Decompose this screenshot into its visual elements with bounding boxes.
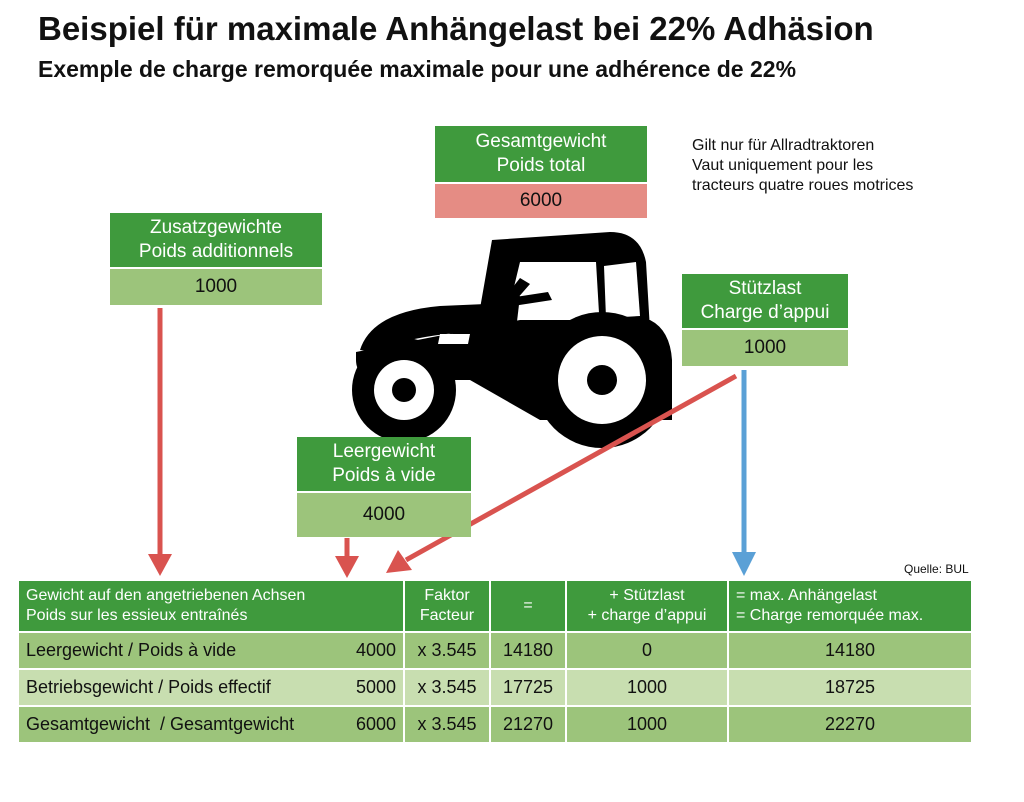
row-weight: 4000 (355, 640, 396, 660)
header-max-load-de: = max. Anhängelast (736, 587, 877, 604)
empty-weight-box: Leergewicht Poids à vide 4000 (297, 437, 471, 537)
results-table: Gewicht auf den angetriebenen Achsen Poi… (17, 579, 973, 744)
header-support-load-fr: + charge d’appui (587, 607, 707, 624)
support-load-label-fr: Charge d’appui (700, 302, 830, 323)
total-weight-label-de: Gesamtgewicht (475, 131, 607, 152)
empty-weight-label-fr: Poids à vide (332, 465, 436, 486)
empty-weight-value: 4000 (297, 491, 471, 537)
row-product: 14180 (489, 631, 567, 670)
page-subtitle: Exemple de charge remorquée maximale pou… (38, 56, 797, 82)
row-label: Gesamtgewicht / Gesamtgewicht (26, 714, 295, 734)
additional-weights-value: 1000 (110, 267, 322, 305)
row-factor: x 3.545 (403, 705, 491, 744)
note-line: tracteurs quatre roues motrices (692, 177, 914, 194)
arrow-support-to-result (732, 370, 756, 576)
row-support: 1000 (565, 705, 729, 744)
note: Gilt nur für Allradtraktoren Vaut unique… (692, 136, 913, 196)
empty-weight-header: Leergewicht Poids à vide (297, 437, 471, 491)
row-factor: x 3.545 (403, 668, 491, 707)
table-row: Betriebsgewicht / Poids effectif 5000 x … (17, 668, 973, 707)
row-factor: x 3.545 (403, 631, 491, 670)
header-axle-weight-de: Gewicht auf den angetriebenen Achsen (26, 587, 306, 604)
table-header-row: Gewicht auf den angetriebenen Achsen Poi… (17, 579, 973, 633)
row-support: 1000 (565, 668, 729, 707)
page-title: Beispiel für maximale Anhängelast bei 22… (38, 10, 874, 47)
header-factor-de: Faktor (424, 587, 470, 604)
header-axle-weight-fr: Poids sur les essieux entraînés (26, 607, 248, 624)
additional-weights-header: Zusatzgewichte Poids additionnels (110, 213, 322, 267)
total-weight-value: 6000 (435, 182, 647, 218)
support-load-label-de: Stützlast (728, 278, 802, 299)
row-label: Betriebsgewicht / Poids effectif (26, 677, 271, 697)
empty-weight-label-de: Leergewicht (332, 441, 436, 462)
additional-weights-label-fr: Poids additionnels (138, 241, 294, 262)
arrow-additional-to-table (148, 308, 172, 576)
row-support: 0 (565, 631, 729, 670)
support-load-box: Stützlast Charge d’appui 1000 (682, 274, 848, 366)
arrow-empty-to-table (335, 538, 359, 578)
table-row: Leergewicht / Poids à vide 4000 x 3.545 … (17, 631, 973, 670)
support-load-value: 1000 (682, 328, 848, 366)
header-factor: Faktor Facteur (403, 579, 491, 633)
row-weight: 5000 (355, 677, 396, 697)
additional-weights-box: Zusatzgewichte Poids additionnels 1000 (110, 213, 322, 305)
row-product: 17725 (489, 668, 567, 707)
note-line: Gilt nur für Allradtraktoren (692, 137, 875, 154)
additional-weights-label-de: Zusatzgewichte (149, 217, 282, 238)
row-product: 21270 (489, 705, 567, 744)
header-support-load-de: + Stützlast (609, 587, 685, 604)
row-result: 22270 (727, 705, 973, 744)
total-weight-box: Gesamtgewicht Poids total 6000 (435, 126, 647, 218)
source-note: Quelle: BUL (904, 562, 969, 576)
row-label-cell: Betriebsgewicht / Poids effectif 5000 (17, 668, 405, 707)
header-support-load: + Stützlast + charge d’appui (565, 579, 729, 633)
note-line: Vaut uniquement pour les (692, 157, 874, 174)
total-weight-header: Gesamtgewicht Poids total (435, 126, 647, 182)
header-max-load: = max. Anhängelast = Charge remorquée ma… (727, 579, 973, 633)
header-max-load-fr: = Charge remorquée max. (736, 607, 924, 624)
total-weight-label-fr: Poids total (496, 155, 586, 176)
header-factor-fr: Facteur (419, 607, 475, 624)
header-equals: = (489, 579, 567, 633)
row-label-cell: Gesamtgewicht / Gesamtgewicht 6000 (17, 705, 405, 744)
table-row: Gesamtgewicht / Gesamtgewicht 6000 x 3.5… (17, 705, 973, 744)
support-load-header: Stützlast Charge d’appui (682, 274, 848, 328)
row-label: Leergewicht / Poids à vide (26, 640, 237, 660)
row-result: 14180 (727, 631, 973, 670)
tractor-icon (352, 232, 672, 448)
header-axle-weight: Gewicht auf den angetriebenen Achsen Poi… (17, 579, 405, 633)
row-weight: 6000 (355, 714, 396, 734)
row-result: 18725 (727, 668, 973, 707)
row-label-cell: Leergewicht / Poids à vide 4000 (17, 631, 405, 670)
